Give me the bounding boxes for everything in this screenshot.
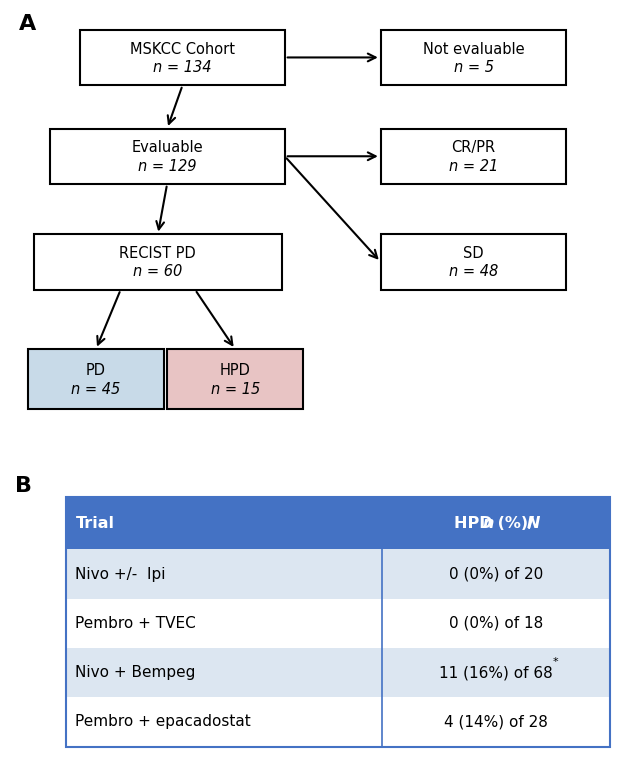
FancyBboxPatch shape xyxy=(167,349,303,409)
Text: RECIST PD: RECIST PD xyxy=(119,246,196,261)
Text: n = 129: n = 129 xyxy=(138,159,196,174)
Text: HPD: HPD xyxy=(220,363,251,378)
FancyBboxPatch shape xyxy=(34,234,282,290)
FancyBboxPatch shape xyxy=(28,349,164,409)
Text: Trial: Trial xyxy=(76,516,115,531)
Text: CR/PR: CR/PR xyxy=(451,140,496,155)
Text: Pembro + epacadostat: Pembro + epacadostat xyxy=(76,715,251,729)
Text: Pembro + TVEC: Pembro + TVEC xyxy=(76,616,196,631)
FancyBboxPatch shape xyxy=(80,30,285,85)
FancyBboxPatch shape xyxy=(66,697,610,747)
Text: n = 45: n = 45 xyxy=(71,382,121,398)
FancyBboxPatch shape xyxy=(381,30,566,85)
FancyBboxPatch shape xyxy=(66,599,610,648)
Text: HPD: HPD xyxy=(454,516,498,531)
Text: Not evaluable: Not evaluable xyxy=(423,41,524,57)
Text: PD: PD xyxy=(86,363,106,378)
Text: B: B xyxy=(15,476,32,496)
Text: 4 (14%) of 28: 4 (14%) of 28 xyxy=(444,715,548,729)
Text: 0 (0%) of 20: 0 (0%) of 20 xyxy=(449,567,543,581)
Text: n = 15: n = 15 xyxy=(210,382,260,398)
Text: 0 (0%) of 18: 0 (0%) of 18 xyxy=(449,616,543,631)
FancyBboxPatch shape xyxy=(50,129,285,184)
FancyBboxPatch shape xyxy=(66,497,610,549)
FancyBboxPatch shape xyxy=(381,234,566,290)
Text: Evaluable: Evaluable xyxy=(131,140,203,155)
Text: *: * xyxy=(553,656,558,666)
Text: A: A xyxy=(19,14,36,34)
FancyBboxPatch shape xyxy=(381,129,566,184)
Text: (%)/: (%)/ xyxy=(491,516,534,531)
Text: MSKCC Cohort: MSKCC Cohort xyxy=(130,41,235,57)
Text: n: n xyxy=(483,516,494,531)
Text: n = 48: n = 48 xyxy=(449,264,498,280)
Text: SD: SD xyxy=(463,246,484,261)
Text: n = 134: n = 134 xyxy=(154,60,212,75)
Text: N: N xyxy=(527,516,540,531)
Text: n = 60: n = 60 xyxy=(133,264,183,280)
Text: n = 21: n = 21 xyxy=(449,159,498,174)
Text: 11 (16%) of 68: 11 (16%) of 68 xyxy=(439,665,553,680)
Text: Nivo + Bempeg: Nivo + Bempeg xyxy=(76,665,196,680)
Text: Nivo +/-  Ipi: Nivo +/- Ipi xyxy=(76,567,166,581)
Text: n = 5: n = 5 xyxy=(454,60,493,75)
FancyBboxPatch shape xyxy=(66,648,610,697)
FancyBboxPatch shape xyxy=(66,549,610,599)
